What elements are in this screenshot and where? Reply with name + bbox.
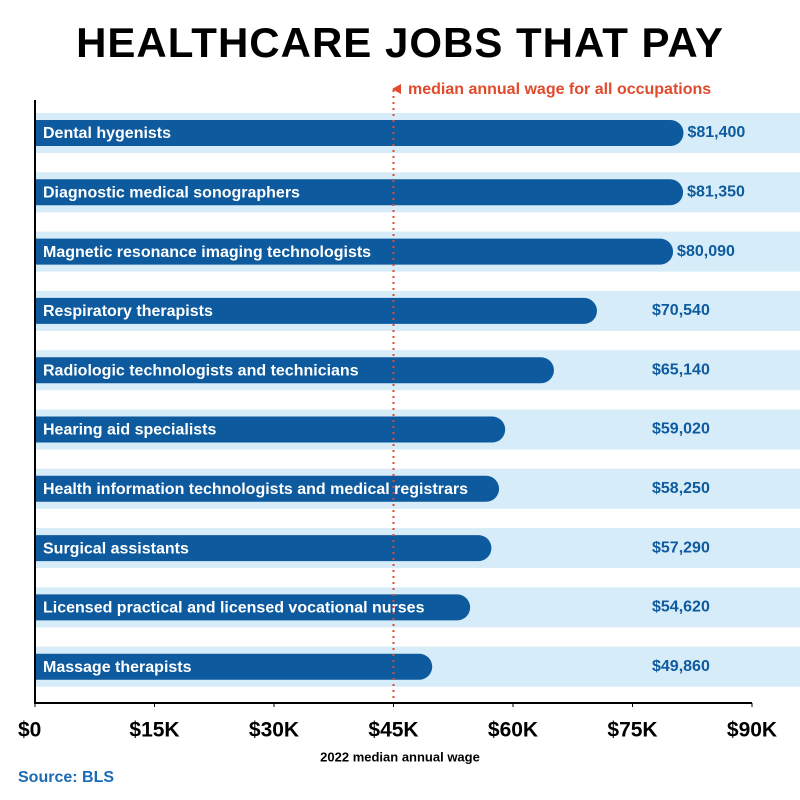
value-label: $58,250 bbox=[652, 480, 710, 497]
bar-label: Diagnostic medical sonographers bbox=[43, 185, 300, 202]
bar-label: Health information technologists and med… bbox=[43, 481, 468, 498]
value-label: $80,090 bbox=[677, 243, 735, 260]
x-tick-label: $60K bbox=[488, 719, 538, 742]
bar bbox=[35, 179, 684, 206]
value-label: $49,860 bbox=[652, 658, 710, 675]
annotation-arrow bbox=[392, 84, 401, 94]
x-tick-label: $75K bbox=[607, 719, 657, 742]
bar bbox=[35, 653, 433, 680]
value-label: $81,400 bbox=[687, 124, 745, 141]
bar-label: Surgical assistants bbox=[43, 540, 189, 557]
value-label: $65,140 bbox=[652, 361, 710, 378]
bar-label: Magnetic resonance imaging technologists bbox=[43, 244, 371, 261]
bar-label: Dental hygenists bbox=[43, 125, 171, 142]
x-tick-label: $0 bbox=[18, 719, 41, 742]
value-label: $57,290 bbox=[652, 539, 710, 556]
x-tick-label: $45K bbox=[368, 719, 418, 742]
annotation: median annual wage for all occupations bbox=[408, 81, 711, 98]
chart-title: HEALTHCARE JOBS THAT PAY bbox=[76, 19, 724, 66]
bar bbox=[35, 357, 554, 384]
bar bbox=[35, 238, 674, 265]
bar bbox=[35, 535, 492, 562]
bar bbox=[35, 475, 500, 502]
x-tick-label: $15K bbox=[129, 719, 179, 742]
value-label: $54,620 bbox=[652, 599, 710, 616]
bar-label: Licensed practical and licensed vocation… bbox=[43, 600, 425, 617]
x-tick-label: $30K bbox=[249, 719, 299, 742]
bar bbox=[35, 297, 597, 324]
x-tick-label: $90K bbox=[727, 719, 777, 742]
value-label: $81,350 bbox=[687, 184, 745, 201]
bar-label: Respiratory therapists bbox=[43, 303, 213, 320]
value-label: $70,540 bbox=[652, 302, 710, 319]
bar-label: Radiologic technologists and technicians bbox=[43, 362, 359, 379]
bar bbox=[35, 594, 471, 621]
bar-label: Massage therapists bbox=[43, 659, 192, 676]
value-label: $59,020 bbox=[652, 421, 710, 438]
bar-label: Hearing aid specialists bbox=[43, 422, 217, 439]
source: Source: BLS bbox=[18, 769, 114, 786]
bar bbox=[35, 120, 684, 146]
bar bbox=[35, 416, 506, 443]
x-axis-title: 2022 median annual wage bbox=[320, 749, 480, 764]
